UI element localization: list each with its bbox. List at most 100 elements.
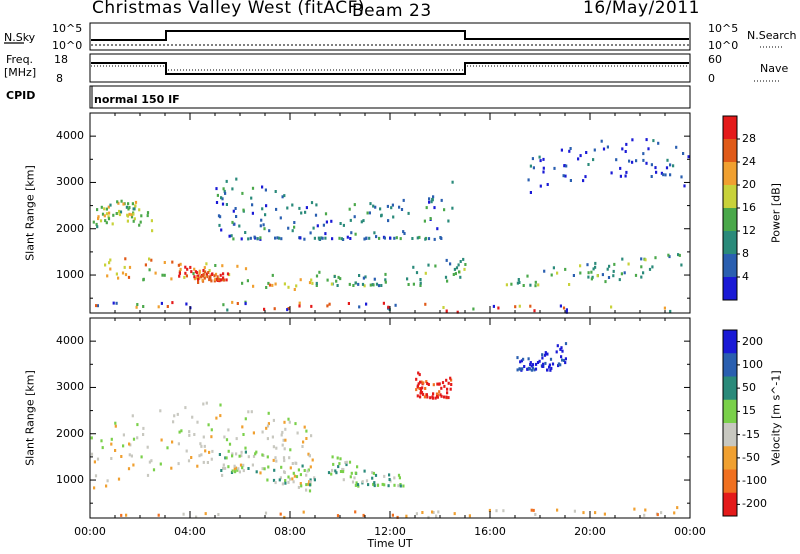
scatter-cell [362,219,365,223]
colorbar-segment [723,353,737,377]
scatter-cell [395,236,398,240]
scatter-cell [223,435,226,439]
scatter-cell [107,215,110,219]
scatter-cell [252,284,255,288]
y-tick-label: 2000 [56,426,84,440]
scatter-cell [451,180,454,184]
scatter-cell [561,349,564,353]
nsearch-tick-high: 10^5 [708,22,739,35]
scatter-cell [136,423,139,427]
scatter-cell [148,257,151,261]
scatter-cell [291,203,294,207]
scatter-cell [287,475,290,479]
scatter-cell [373,231,376,235]
scatter-cell [303,237,306,241]
scatter-cell [631,160,634,164]
scatter-cell [665,166,669,170]
scatter-cell [283,282,286,286]
scatter-cell [526,367,529,371]
scatter-cell [144,263,147,267]
scatter-cell [669,173,672,177]
scatter-cell [556,344,559,348]
scatter-cell [325,220,328,224]
scatter-cell [298,304,301,308]
scatter-cell [225,203,228,206]
scatter-cell [442,306,445,309]
scatter-cell [125,205,128,209]
scatter-cell [538,359,541,363]
colorbar-frame [722,329,738,517]
scatter-cell [562,306,566,310]
scatter-cell [202,460,205,464]
scatter-cell [100,439,103,443]
colorbar-segment [723,446,737,470]
scatter-cell [492,304,495,308]
scatter-cell [193,275,196,279]
scatter-cell [286,308,289,312]
scatter-cell [124,257,127,261]
scatter-cell [378,236,381,240]
scatter-cell [620,272,623,276]
scatter-cell [232,209,235,213]
scatter-cell [279,216,282,220]
scatter-cell [136,436,139,440]
scatter-cell [339,222,342,225]
scatter-cell [682,152,685,155]
scatter-cell [425,206,428,210]
scatter-cell [210,428,213,432]
scatter-cell [264,188,267,192]
scatter-cell [676,506,679,510]
power-panel-bg [90,113,690,313]
scatter-cell [579,154,582,158]
scatter-cell [384,278,387,282]
scatter-cell [184,271,187,275]
scatter-cell [274,236,277,240]
scatter-cell [271,273,274,277]
scatter-cell [171,260,174,264]
scatter-cell [542,170,545,174]
scatter-cell [128,265,132,269]
scatter-cell [375,282,379,286]
scatter-cell [214,272,218,276]
scatter-cell [397,484,400,488]
scatter-cell [426,382,429,385]
scatter-cell [591,275,594,279]
scatter-cell [215,187,218,191]
scatter-cell [264,511,268,515]
scatter-cell [520,359,523,363]
scatter-cell [244,450,247,454]
scatter-cell [336,284,339,287]
scatter-cell [173,414,176,418]
scatter-cell [278,478,281,482]
scatter-cell [403,232,406,235]
scatter-cell [209,277,212,281]
scatter-cell [120,199,123,203]
scatter-cell [132,212,135,216]
scatter-cell [669,309,672,313]
scatter-cell [190,270,193,274]
scatter-cell [163,261,166,264]
scatter-cell [180,429,183,433]
scatter-cell [215,201,219,204]
scatter-cell [433,237,436,241]
scatter-cell [112,301,115,305]
scatter-cell [308,480,311,484]
scatter-cell [429,396,432,400]
scatter-cell [365,479,369,483]
scatter-cell [307,468,310,472]
scatter-cell [634,273,638,277]
scatter-cell [281,195,284,199]
scatter-cell [427,263,430,267]
freq-unit: [MHz] [4,66,37,79]
scatter-cell [97,217,100,221]
scatter-cell [437,510,440,514]
scatter-cell [287,285,290,289]
scatter-cell [262,223,265,227]
scatter-cell [577,157,580,161]
x-tick-label: 20:00 [574,525,606,538]
scatter-cell [680,263,683,267]
scatter-cell [678,253,681,257]
scatter-cell [522,357,525,361]
scatter-cell [677,253,680,257]
scatter-cell [311,458,314,462]
